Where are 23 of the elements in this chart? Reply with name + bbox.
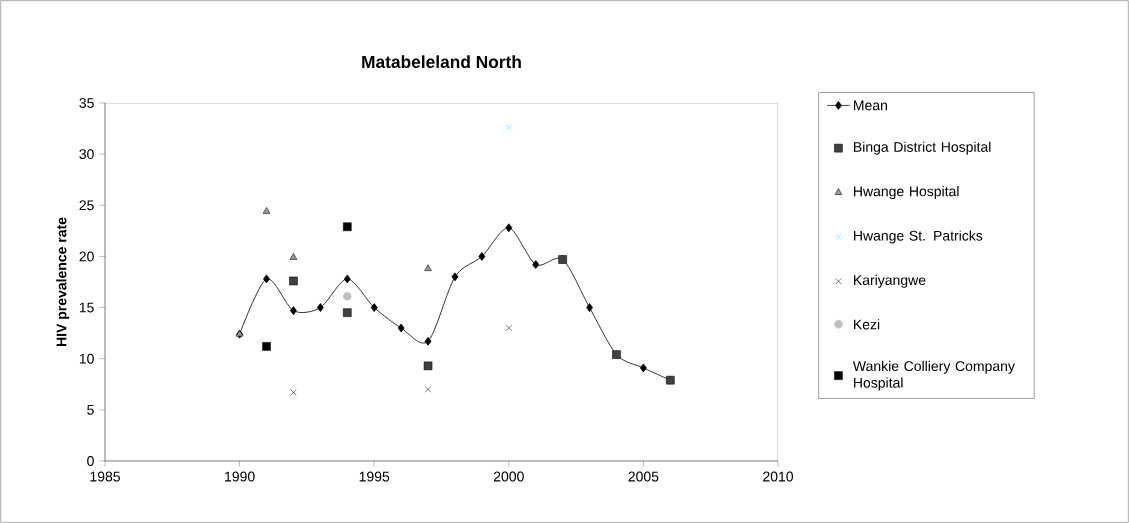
legend-label: Wankie Colliery Company Hospital	[852, 360, 1015, 391]
x-tick-label: 1995	[359, 471, 390, 482]
legend-label: Hwange St. Patricks	[854, 230, 983, 244]
x-tick-label: 1985	[90, 471, 120, 482]
x-tick-label: 2010	[763, 471, 794, 482]
y-tick-label: 15	[79, 302, 94, 313]
x-tick-label: 2000	[493, 471, 524, 482]
y-tick-label: 5	[87, 404, 94, 415]
y-tick-label: 20	[79, 251, 94, 262]
x-tick-label: 2005	[628, 471, 659, 482]
y-tick-label: 0	[87, 456, 94, 466]
x-tick-label: 1990	[225, 471, 255, 482]
legend-label: Kariyangwe	[854, 274, 926, 288]
legend-label: Hwange Hospital	[854, 186, 959, 200]
y-tick-label: 30	[79, 149, 94, 160]
legend-label: Kezi	[854, 319, 880, 330]
y-axis-title: HIV prevalence rate	[56, 217, 70, 347]
legend-label: Mean	[854, 100, 887, 111]
legend-label: Binga District Hospital	[854, 141, 991, 155]
chart-title: Matabeleland North	[362, 55, 521, 69]
y-tick-label: 35	[79, 98, 94, 108]
y-tick-label: 25	[79, 200, 94, 211]
y-tick-label: 10	[79, 353, 94, 364]
